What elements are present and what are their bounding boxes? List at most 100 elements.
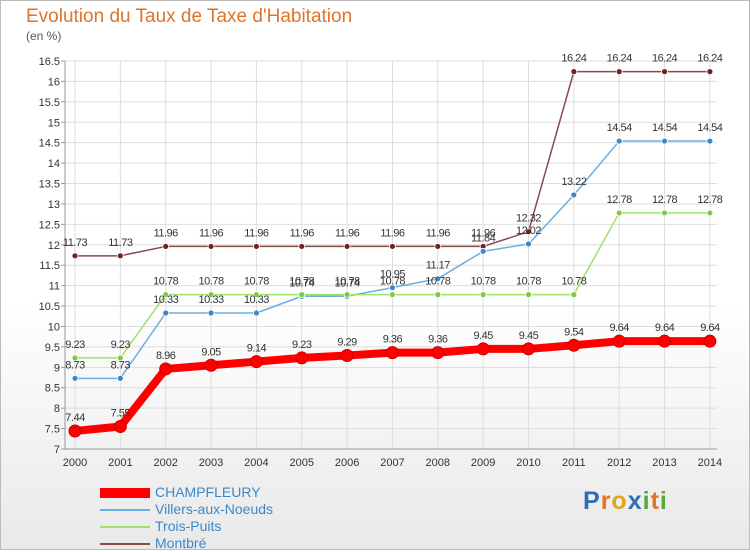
x-tick-label: 2002 (153, 457, 177, 469)
logo-letter: i (642, 487, 651, 515)
data-point (570, 291, 578, 299)
data-point (207, 243, 215, 250)
legend-swatch (100, 509, 150, 511)
legend-item: Trois-Puits (100, 518, 360, 535)
data-point (295, 351, 309, 365)
data-point (71, 354, 79, 362)
x-tick-label: 2006 (335, 457, 359, 469)
legend-label: Villers-aux-Noeuds (155, 501, 274, 517)
data-point (159, 362, 173, 376)
data-point (162, 243, 170, 250)
data-point (661, 68, 668, 76)
y-tick-label: 14 (48, 158, 60, 170)
unit-label: (en %) (26, 29, 62, 43)
x-tick-label: 2001 (108, 457, 132, 469)
y-tick-label: 10.5 (39, 301, 60, 313)
data-point (703, 334, 717, 348)
x-tick-label: 2010 (516, 457, 540, 469)
data-point (343, 243, 351, 250)
x-tick-label: 2009 (471, 457, 495, 469)
legend-swatch (100, 543, 150, 545)
legend-label: Trois-Puits (155, 518, 222, 534)
data-point (68, 424, 82, 438)
y-tick-label: 9 (54, 362, 60, 374)
chart-title: Evolution du Taux de Taxe d'Habitation (26, 6, 353, 27)
data-label: 8.73 (111, 359, 131, 371)
data-point (615, 209, 623, 217)
x-tick-label: 2013 (652, 457, 676, 469)
data-point (207, 309, 215, 317)
data-label: 11.96 (335, 227, 360, 239)
y-tick-label: 14.5 (39, 138, 60, 150)
data-point (431, 346, 445, 360)
logo-letter: x (627, 487, 643, 515)
data-label: 10.74 (335, 277, 360, 289)
data-point (71, 252, 79, 260)
series-CHAMPFLEURY (68, 334, 717, 438)
y-tick-label: 8 (54, 403, 60, 415)
data-point (340, 348, 354, 362)
legend-label: CHAMPFLEURY (155, 484, 261, 500)
data-label: 11.96 (290, 227, 315, 239)
data-point (389, 243, 396, 250)
series-layer (68, 68, 717, 438)
x-tick-label: 2012 (607, 457, 631, 469)
y-tick-label: 10 (48, 321, 60, 333)
data-label: 9.14 (247, 343, 267, 355)
y-tick-label: 12 (48, 240, 60, 252)
data-label: 10.33 (244, 294, 269, 306)
legend-item: CHAMPFLEURY (100, 484, 360, 501)
data-label: 10.78 (153, 276, 178, 288)
data-point (615, 68, 623, 76)
data-point (612, 334, 626, 348)
data-point (298, 243, 306, 250)
data-point (706, 68, 714, 76)
data-label: 10.78 (335, 276, 360, 288)
data-label: 16.24 (607, 53, 632, 65)
y-tick-label: 7.5 (45, 424, 60, 436)
data-label: 9.05 (201, 346, 221, 358)
data-label: 12.02 (516, 225, 541, 237)
data-label: 7.44 (65, 412, 85, 424)
series-Villers-aux-Noeuds (71, 137, 714, 382)
data-label: 10.78 (561, 276, 586, 288)
data-label: 9.45 (473, 330, 493, 342)
data-point (615, 137, 623, 145)
legend-swatch (100, 488, 150, 498)
data-label: 12.32 (516, 213, 541, 225)
legend: CHAMPFLEURY Villers-aux-Noeuds Trois-Pui… (100, 484, 360, 552)
legend-item: Villers-aux-Noeuds (100, 501, 360, 518)
y-tick-label: 15 (48, 117, 60, 129)
data-point (162, 309, 170, 317)
data-label: 9.23 (65, 339, 85, 351)
data-point (658, 334, 672, 348)
data-label: 14.54 (652, 122, 677, 134)
data-point (71, 374, 79, 382)
data-label: 8.73 (65, 359, 85, 371)
data-label: 10.78 (471, 276, 496, 288)
logo-letter: o (611, 487, 628, 515)
data-label: 11.73 (63, 237, 88, 249)
data-point (525, 228, 532, 236)
logo-letter: i (659, 487, 668, 515)
x-tick-label: 2014 (698, 457, 722, 469)
data-label: 11.96 (426, 227, 451, 239)
data-label: 10.33 (153, 294, 178, 306)
legend-swatch (100, 526, 150, 528)
data-label: 11.17 (426, 260, 451, 272)
data-point (204, 358, 218, 372)
logo-letter: P (583, 487, 601, 515)
data-label: 9.64 (700, 322, 720, 334)
data-point (252, 309, 260, 317)
data-label: 13.22 (561, 176, 586, 188)
y-tick-label: 13 (48, 199, 60, 211)
y-tick-label: 11 (49, 281, 60, 293)
data-point (570, 68, 578, 76)
y-tick-label: 7 (54, 444, 60, 456)
data-point (389, 284, 396, 292)
data-label: 9.64 (655, 322, 675, 334)
data-label: 11.96 (244, 227, 269, 239)
data-point (116, 354, 124, 362)
x-tick-label: 2000 (63, 457, 87, 469)
data-label: 10.78 (380, 276, 405, 288)
